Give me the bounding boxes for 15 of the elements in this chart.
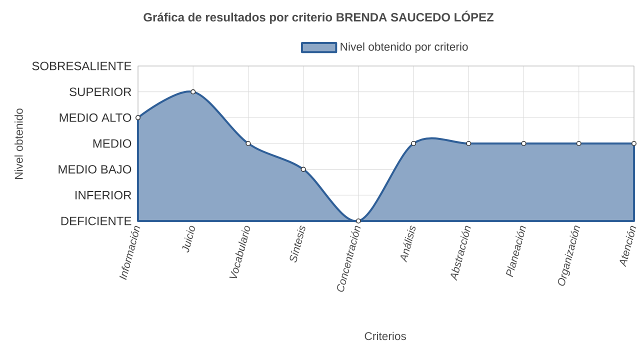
text: MEDIO BAJO: [58, 165, 132, 174]
x-tick-label: Atención: [620, 226, 636, 268]
text: MEDIO: [93, 139, 132, 148]
x-tick-label: Análisis: [400, 226, 416, 263]
x-tick-label: Síntesis: [290, 226, 306, 262]
text: DEFICIENTE: [61, 216, 132, 226]
chart-title: Gráfica de resultados por criterio BRENDA SAUCEDO LÓPEZ: [144, 10, 494, 24]
text: SUPERIOR: [70, 88, 132, 96]
legend-label: Nivel obtenido por criterio: [340, 42, 468, 53]
text: SOBRESALIENTE: [32, 62, 132, 70]
x-tick-label: Juicio: [182, 226, 195, 252]
text: Nivel obtenido: [14, 108, 23, 179]
x-axis-title: Criterios: [364, 332, 406, 340]
text: MEDIO ALTO: [60, 113, 132, 122]
text: INFERIOR: [76, 190, 132, 200]
